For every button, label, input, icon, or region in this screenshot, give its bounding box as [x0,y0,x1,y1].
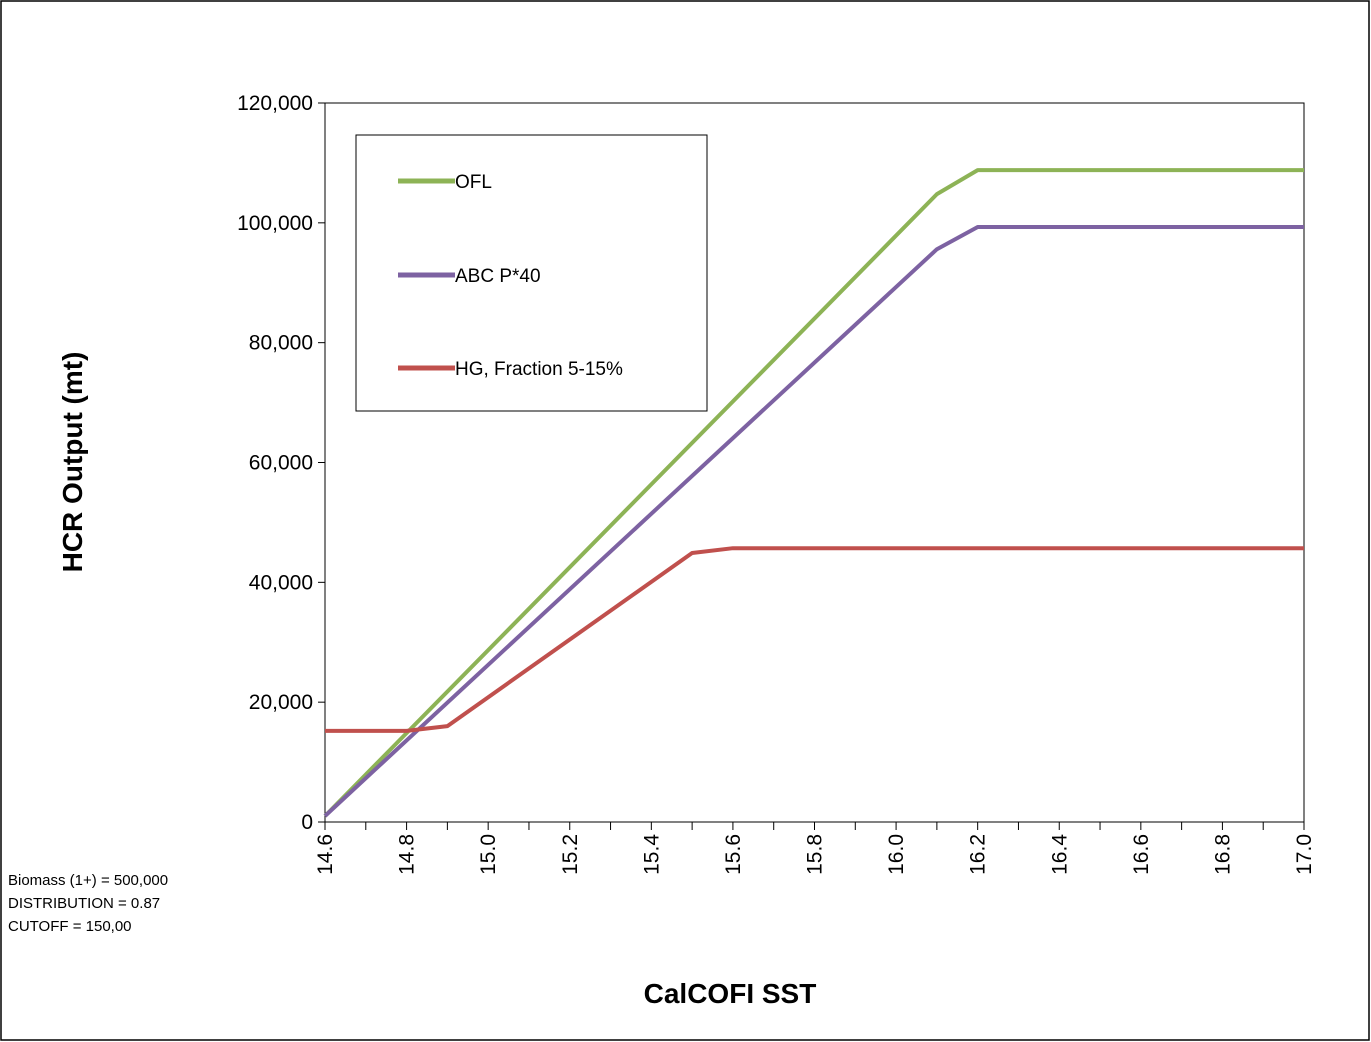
y-axis-title: HCR Output (mt) [57,352,88,573]
x-tick-label: 15.0 [477,834,500,875]
y-tick-label: 60,000 [249,452,313,475]
y-tick-label: 80,000 [249,332,313,355]
annotation-cutoff: CUTOFF = 150,00 [8,918,132,935]
legend-label-0: OFL [455,172,492,193]
x-tick-label: 14.6 [314,834,337,875]
annotations: Biomass (1+) = 500,000 DISTRIBUTION = 0.… [8,872,168,935]
x-tick-label: 17.0 [1293,834,1316,875]
y-tick-label: 40,000 [249,571,313,594]
x-tick-label: 14.8 [396,834,419,875]
x-axis: 14.6 14.8 15.0 15.2 15.4 15.6 15.8 16.0 16.2 16.4… [314,822,1316,875]
y-axis: 0 20,000 40,000 60,000 80,000 100,000 120,000 [237,92,325,834]
series-group [323,168,1304,818]
x-tick-label: 16.6 [1130,834,1153,875]
x-tick-label: 16.2 [967,834,990,875]
x-tick-label: 15.2 [559,834,582,875]
x-tick-label: 15.4 [640,834,663,875]
x-axis-title: CalCOFI SST [644,978,817,1009]
legend-label-2: HG, Fraction 5-15% [455,359,623,380]
y-tick-label: 100,000 [237,212,313,235]
legend-label-1: ABC P*40 [455,266,541,287]
y-tick-label: 120,000 [237,92,313,115]
x-tick-label: 16.8 [1211,834,1234,875]
annotation-biomass: Biomass (1+) = 500,000 [8,872,168,889]
series-line-0 [323,168,1304,818]
series-line-2 [325,546,1304,733]
series-line-1 [323,225,1304,818]
x-tick-label: 16.0 [885,834,908,875]
annotation-distribution: DISTRIBUTION = 0.87 [8,895,160,912]
x-tick-label: 15.6 [722,834,745,875]
y-tick-label: 0 [301,811,313,834]
y-tick-label: 20,000 [249,691,313,714]
x-tick-label: 16.4 [1048,834,1071,875]
x-tick-label: 15.8 [804,834,827,875]
legend: OFL ABC P*40 HG, Fraction 5-15% [355,134,708,412]
